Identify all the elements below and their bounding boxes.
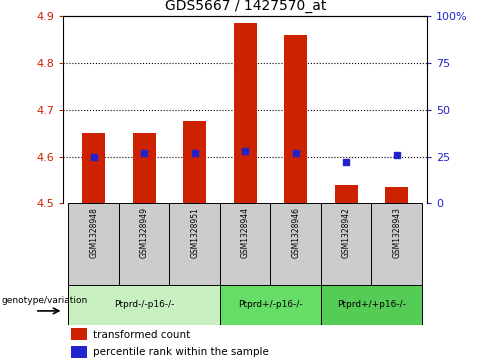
Bar (371, 203, 422, 285)
Text: GSM1328949: GSM1328949 (140, 207, 149, 258)
Text: Ptprd-/-p16-/-: Ptprd-/-p16-/- (114, 301, 174, 309)
Text: GSM1328944: GSM1328944 (241, 207, 250, 258)
Bar (119, 203, 169, 285)
Bar (71, 328, 87, 340)
Text: transformed count: transformed count (93, 330, 190, 339)
Bar (133, 133, 156, 203)
Bar (270, 203, 321, 285)
Bar (335, 184, 358, 203)
Text: Ptprd+/-p16-/-: Ptprd+/-p16-/- (238, 301, 303, 309)
Bar (169, 203, 220, 285)
Bar (386, 187, 408, 203)
Bar (183, 122, 206, 203)
Text: percentile rank within the sample: percentile rank within the sample (93, 347, 268, 357)
Text: GSM1328951: GSM1328951 (190, 207, 199, 258)
Bar (220, 203, 270, 285)
Text: genotype/variation: genotype/variation (1, 295, 87, 305)
Text: Ptprd+/+p16-/-: Ptprd+/+p16-/- (337, 301, 406, 309)
Bar (321, 285, 422, 325)
Bar (82, 133, 105, 203)
Bar (234, 23, 257, 203)
Text: GSM1328943: GSM1328943 (392, 207, 401, 258)
Bar (68, 285, 220, 325)
Bar (220, 285, 321, 325)
Bar (321, 203, 371, 285)
Text: GSM1328948: GSM1328948 (89, 207, 98, 258)
Title: GDS5667 / 1427570_at: GDS5667 / 1427570_at (164, 0, 326, 13)
Bar (71, 346, 87, 358)
Text: GSM1328942: GSM1328942 (342, 207, 351, 258)
Bar (285, 35, 307, 203)
Text: GSM1328946: GSM1328946 (291, 207, 300, 258)
Bar (68, 203, 119, 285)
